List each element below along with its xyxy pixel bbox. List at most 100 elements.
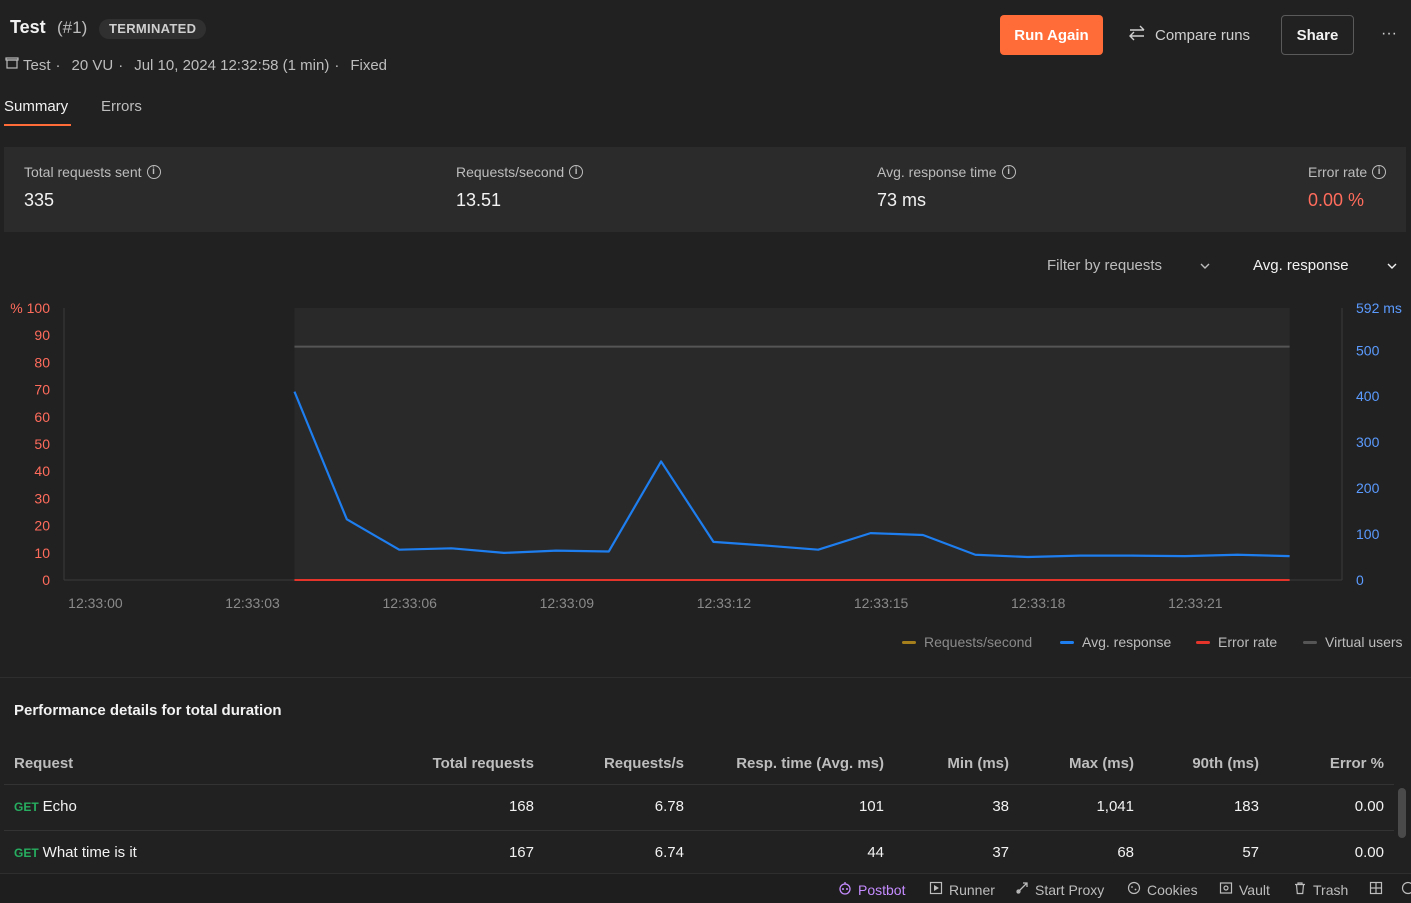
metric-select-dropdown[interactable]: Avg. response xyxy=(1253,257,1398,274)
legend-error-rate[interactable]: Error rate xyxy=(1196,634,1277,650)
left-axis-tick: % 100 xyxy=(10,300,50,316)
footer-label: Start Proxy xyxy=(1035,882,1104,898)
legend-label: Virtual users xyxy=(1325,634,1403,650)
legend-swatch xyxy=(1060,641,1074,644)
info-icon[interactable]: i xyxy=(1372,165,1386,179)
left-axis-tick: 10 xyxy=(34,545,50,561)
legend-virtual-users[interactable]: Virtual users xyxy=(1303,634,1403,650)
filter-requests-label: Filter by requests xyxy=(1047,257,1162,274)
min-cell: 37 xyxy=(992,844,1009,861)
method-badge: GET xyxy=(14,846,39,860)
info-icon[interactable]: i xyxy=(1002,165,1016,179)
footer-postbot[interactable]: Postbot xyxy=(838,881,905,898)
cookie-icon xyxy=(1127,881,1141,898)
footer-cookies[interactable]: Cookies xyxy=(1127,881,1198,898)
x-axis-tick: 12:33:06 xyxy=(382,595,437,611)
min-cell: 38 xyxy=(992,798,1009,815)
footer-start-proxy[interactable]: Start Proxy xyxy=(1015,881,1104,898)
proxy-icon xyxy=(1015,881,1029,898)
filter-requests-dropdown[interactable]: Filter by requests xyxy=(1047,257,1217,274)
requests-per-second-cell: 6.74 xyxy=(655,844,684,861)
col-total-requests[interactable]: Total requests xyxy=(433,755,534,772)
error-pct-cell: 0.00 xyxy=(1355,798,1384,815)
p90-cell: 57 xyxy=(1242,844,1259,861)
legend-requests-second[interactable]: Requests/second xyxy=(902,634,1032,650)
tab-errors[interactable]: Errors xyxy=(101,98,142,115)
left-axis-tick: 20 xyxy=(34,518,50,534)
left-axis-tick: 60 xyxy=(34,409,50,425)
legend-swatch xyxy=(1196,641,1210,644)
runner-icon xyxy=(929,881,943,898)
p90-cell: 183 xyxy=(1234,798,1259,815)
compare-runs-button[interactable]: Compare runs xyxy=(1127,22,1250,48)
info-icon[interactable]: i xyxy=(147,165,161,179)
right-axis-tick: 100 xyxy=(1356,526,1380,542)
x-axis-tick: 12:33:09 xyxy=(540,595,595,611)
footer-trash[interactable]: Trash xyxy=(1293,881,1348,898)
x-axis-tick: 12:33:12 xyxy=(697,595,752,611)
footer-runner[interactable]: Runner xyxy=(929,881,995,898)
right-axis-tick: 300 xyxy=(1356,434,1380,450)
metric-select-label: Avg. response xyxy=(1253,257,1349,274)
resp-time-cell: 44 xyxy=(867,844,884,861)
legend-swatch xyxy=(1303,641,1317,644)
footer-vault[interactable]: Vault xyxy=(1219,881,1270,898)
col-resp-time[interactable]: Resp. time (Avg. ms) xyxy=(736,755,884,772)
run-meta: Test· 20 VU· Jul 10, 2024 12:32:58 (1 mi… xyxy=(5,56,387,74)
footer-label: Trash xyxy=(1313,882,1348,898)
right-axis-tick: 400 xyxy=(1356,388,1380,404)
resp-time-cell: 101 xyxy=(859,798,884,815)
table-scrollbar[interactable] xyxy=(1398,788,1406,838)
info-icon[interactable]: i xyxy=(569,165,583,179)
performance-title: Performance details for total duration xyxy=(14,702,282,719)
footer-label: Cookies xyxy=(1147,882,1198,898)
footer-help[interactable] xyxy=(1401,881,1411,898)
right-axis-tick: 200 xyxy=(1356,480,1380,496)
request-name-cell[interactable]: GET What time is it xyxy=(14,844,137,861)
active-run-region xyxy=(294,308,1289,580)
col-error-pct[interactable]: Error % xyxy=(1330,755,1384,772)
section-divider xyxy=(0,677,1411,678)
max-cell: 68 xyxy=(1117,844,1134,861)
collection-name[interactable]: Test xyxy=(23,57,51,74)
col-request[interactable]: Request xyxy=(14,755,73,772)
collection-icon xyxy=(5,56,19,74)
legend-label: Error rate xyxy=(1218,634,1277,650)
request-name: Echo xyxy=(43,798,77,815)
virtual-users: 20 VU xyxy=(72,57,114,74)
col-max[interactable]: Max (ms) xyxy=(1069,755,1134,772)
legend-avg-response[interactable]: Avg. response xyxy=(1060,634,1171,650)
run-number: (#1) xyxy=(57,18,87,38)
metric-value: 0.00 % xyxy=(1308,190,1386,211)
more-options-icon[interactable]: ··· xyxy=(1378,24,1400,44)
load-profile: Fixed xyxy=(350,57,387,74)
left-axis-tick: 70 xyxy=(34,382,50,398)
col-90th[interactable]: 90th (ms) xyxy=(1192,755,1259,772)
left-axis-tick: 50 xyxy=(34,436,50,452)
x-axis-tick: 12:33:21 xyxy=(1168,595,1223,611)
metric-requests-per-second: Requests/second i 13.51 xyxy=(456,164,583,211)
x-axis-tick: 12:33:03 xyxy=(225,595,280,611)
status-badge: TERMINATED xyxy=(99,19,206,39)
x-axis-tick: 12:33:15 xyxy=(854,595,909,611)
col-min[interactable]: Min (ms) xyxy=(947,755,1009,772)
run-again-button[interactable]: Run Again xyxy=(1000,15,1103,55)
tab-summary[interactable]: Summary xyxy=(4,98,68,115)
request-name: What time is it xyxy=(43,844,137,861)
run-title: Test xyxy=(10,17,46,38)
metric-label: Avg. response time xyxy=(877,164,997,180)
footer-layout-toggle[interactable] xyxy=(1369,881,1383,898)
run-date: Jul 10, 2024 12:32:58 (1 min) xyxy=(134,57,329,74)
col-requests-per-second[interactable]: Requests/s xyxy=(604,755,684,772)
status-bar xyxy=(0,873,1411,903)
vault-icon xyxy=(1219,881,1233,898)
requests-per-second-cell: 6.78 xyxy=(655,798,684,815)
metric-label: Requests/second xyxy=(456,164,564,180)
metric-value: 13.51 xyxy=(456,190,583,211)
share-button[interactable]: Share xyxy=(1281,15,1354,55)
